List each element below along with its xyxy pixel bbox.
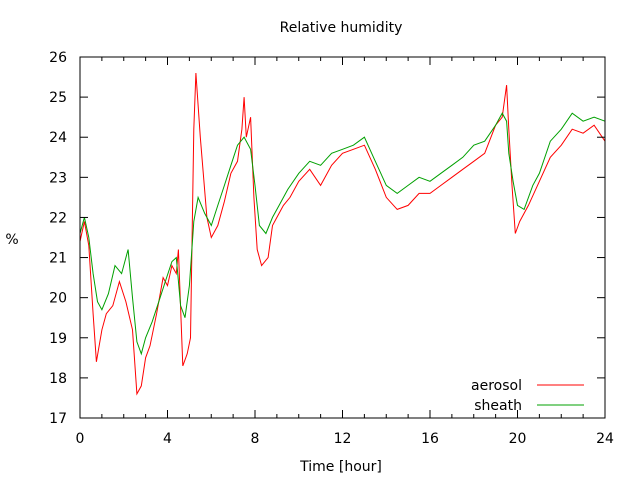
x-axis-label: Time [hour]: [299, 459, 382, 475]
y-tick-label: 22: [49, 210, 67, 226]
y-tick-label: 20: [49, 291, 67, 307]
y-axis-label: %: [5, 232, 18, 248]
legend-label-aerosol: aerosol: [471, 378, 522, 394]
chart-title: Relative humidity: [280, 20, 403, 36]
series-line-sheath: [79, 112, 606, 356]
series-layer: [79, 72, 606, 396]
x-tick-label: 20: [509, 431, 527, 447]
x-tick-label: 4: [163, 431, 172, 447]
x-tick-label: 16: [421, 431, 439, 447]
y-tick-label: 23: [49, 170, 67, 186]
x-tick-label: 24: [596, 431, 614, 447]
y-tick-label: 26: [49, 50, 67, 66]
legend: aerosol sheath: [471, 378, 584, 414]
y-tick-label: 25: [49, 90, 67, 106]
legend-label-sheath: sheath: [474, 398, 522, 414]
ticks-layer: 0 4 8 12 16 20 24 17 18 19 20 21 22 23 24 25 26: [49, 50, 614, 447]
y-tick-label: 19: [49, 331, 67, 347]
y-tick-label: 21: [49, 251, 67, 267]
plot-frame: [79, 56, 606, 419]
x-tick-label: 0: [76, 431, 85, 447]
y-tick-label: 17: [49, 411, 67, 427]
x-tick-label: 8: [251, 431, 260, 447]
x-tick-label: 12: [334, 431, 352, 447]
y-tick-label: 18: [49, 371, 67, 387]
y-tick-label: 24: [49, 130, 67, 146]
series-line-aerosol: [79, 72, 606, 396]
